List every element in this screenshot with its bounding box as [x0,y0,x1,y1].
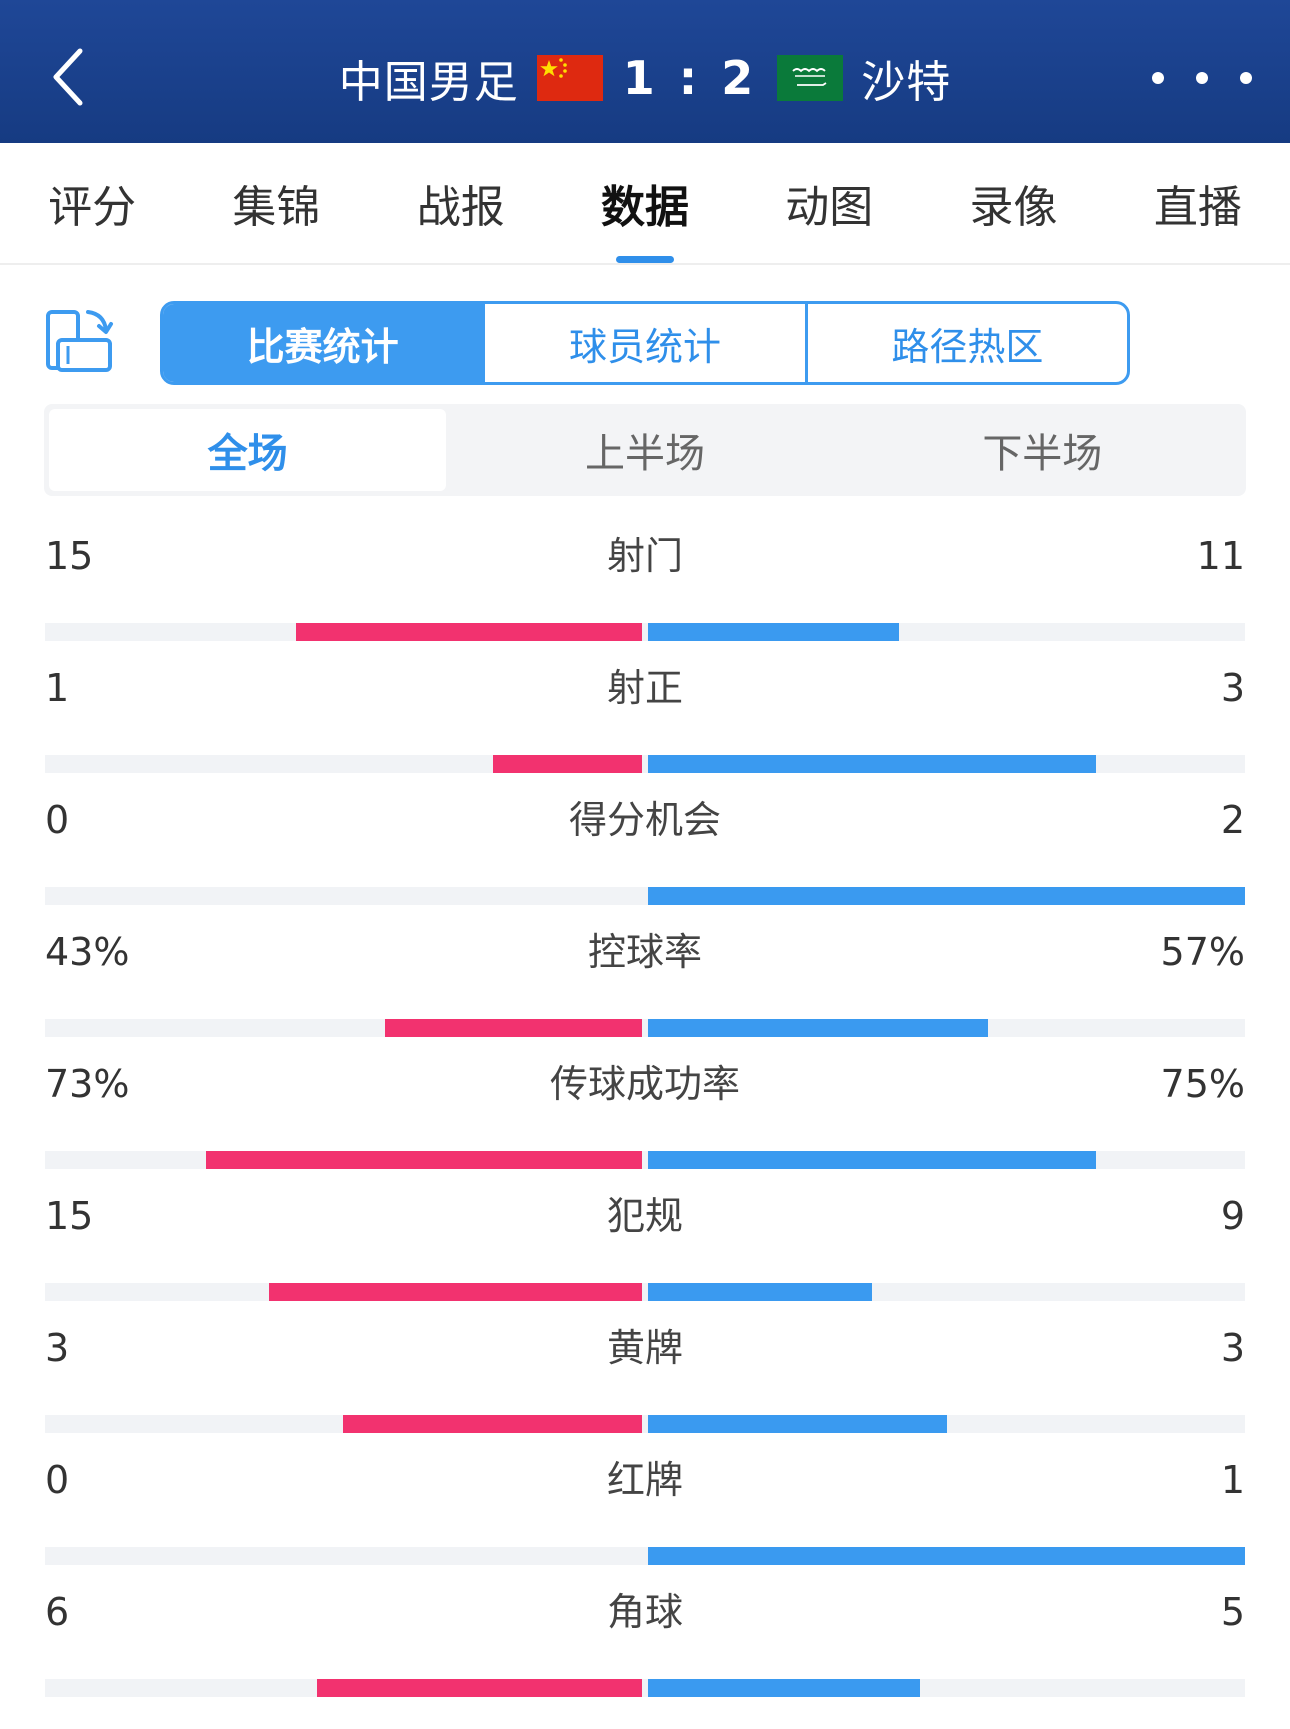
away-team-name: 沙特 [861,57,952,108]
tab-rating[interactable]: 评分 [48,182,137,233]
home-bar [317,1679,642,1697]
tab-data[interactable]: 数据 [553,143,737,263]
period-toggle: 全场 上半场 下半场 [44,404,1246,496]
home-value: 3 [45,1326,70,1370]
away-bar [648,1019,988,1037]
stat-label: 红牌 [606,1458,683,1502]
stat-row-chances: 0 得分机会 2 [45,792,1245,924]
tab-highlights[interactable]: 集锦 [232,182,321,233]
away-value: 3 [1220,1326,1245,1370]
away-bar [648,887,1245,905]
stat-track [45,1151,1245,1169]
home-value: 0 [45,798,70,842]
stat-label: 得分机会 [568,798,721,842]
stat-row-pass-accuracy: 73% 传球成功率 75% [45,1056,1245,1188]
stats-type-segment: 比赛统计 球员统计 路径热区 [160,301,1130,385]
rotate-screen-icon[interactable] [44,306,114,376]
away-bar [648,623,899,641]
stat-row-shots: 15 射门 11 [45,528,1245,660]
away-value: 11 [1196,534,1245,578]
home-value: 15 [45,534,94,578]
chevron-left-icon [53,48,83,106]
period-second-half[interactable]: 下半场 [982,431,1103,477]
tab-report[interactable]: 战报 [416,182,505,233]
away-bar [648,1679,920,1697]
segment-match-stats[interactable]: 比赛统计 [163,304,483,382]
saudi-flag-icon [777,55,844,101]
stat-row-possession: 43% 控球率 57% [45,924,1245,1056]
stat-track [45,1679,1245,1697]
main-tabs: 评分 集锦 战报 数据 动图 录像 直播 [0,143,1290,265]
stat-track [45,1415,1245,1433]
stat-label: 角球 [606,1590,683,1634]
more-dots-icon [1152,72,1164,84]
china-flag-icon [536,55,603,101]
back-button[interactable] [38,42,98,112]
stat-row-yellow-cards: 3 黄牌 3 [45,1320,1245,1452]
segment-heatmap[interactable]: 路径热区 [804,304,1127,382]
tab-gifs[interactable]: 动图 [785,182,874,233]
stat-label: 射门 [606,534,683,578]
stat-row-corners: 6 角球 5 [45,1584,1245,1716]
home-value: 43% [45,930,130,974]
stat-label: 控球率 [587,930,702,974]
stat-track [45,755,1245,773]
stat-track [45,1019,1245,1037]
period-first-half[interactable]: 上半场 [584,431,705,477]
away-value: 1 [1220,1458,1245,1502]
away-value: 3 [1220,666,1245,710]
stat-row-red-cards: 0 红牌 1 [45,1452,1245,1584]
top-header: 中国男足 1 : 2 沙特 [0,0,1290,143]
segment-player-stats[interactable]: 球员统计 [482,304,804,382]
home-bar [296,623,642,641]
tab-live[interactable]: 直播 [1153,182,1242,233]
stat-label: 传球成功率 [549,1062,740,1106]
home-value: 1 [45,666,70,710]
away-value: 57% [1160,930,1245,974]
home-value: 0 [45,1458,70,1502]
home-team-name: 中国男足 [338,57,519,108]
away-bar [648,1547,1245,1565]
home-bar [493,755,642,773]
match-score: 1 : 2 [622,51,758,105]
home-bar [206,1151,642,1169]
stat-track [45,887,1245,905]
away-value: 2 [1220,798,1245,842]
stat-label: 黄牌 [606,1326,683,1370]
stat-label: 射正 [606,666,683,710]
period-full-match[interactable]: 全场 [49,409,447,491]
stat-label: 犯规 [606,1194,683,1238]
tab-replay[interactable]: 录像 [969,182,1058,233]
home-bar [343,1415,642,1433]
away-value: 5 [1220,1590,1245,1634]
home-bar [269,1283,642,1301]
home-value: 15 [45,1194,94,1238]
more-options-button[interactable] [1152,56,1252,100]
away-value: 9 [1220,1194,1245,1238]
stat-row-shots-on-target: 1 射正 3 [45,660,1245,792]
home-value: 6 [45,1590,70,1634]
stats-list: 15 射门 11 1 射正 3 0 得分机会 2 43% 控球率 57% [45,528,1245,1716]
away-bar [648,1151,1096,1169]
stat-track [45,1547,1245,1565]
away-value: 75% [1160,1062,1245,1106]
stat-track [45,623,1245,641]
away-bar [648,1283,872,1301]
away-bar [648,1415,947,1433]
home-bar [385,1019,642,1037]
match-title: 中国男足 1 : 2 沙特 [0,38,1290,118]
home-value: 73% [45,1062,130,1106]
stat-row-fouls: 15 犯规 9 [45,1188,1245,1320]
stat-track [45,1283,1245,1301]
away-bar [648,755,1096,773]
